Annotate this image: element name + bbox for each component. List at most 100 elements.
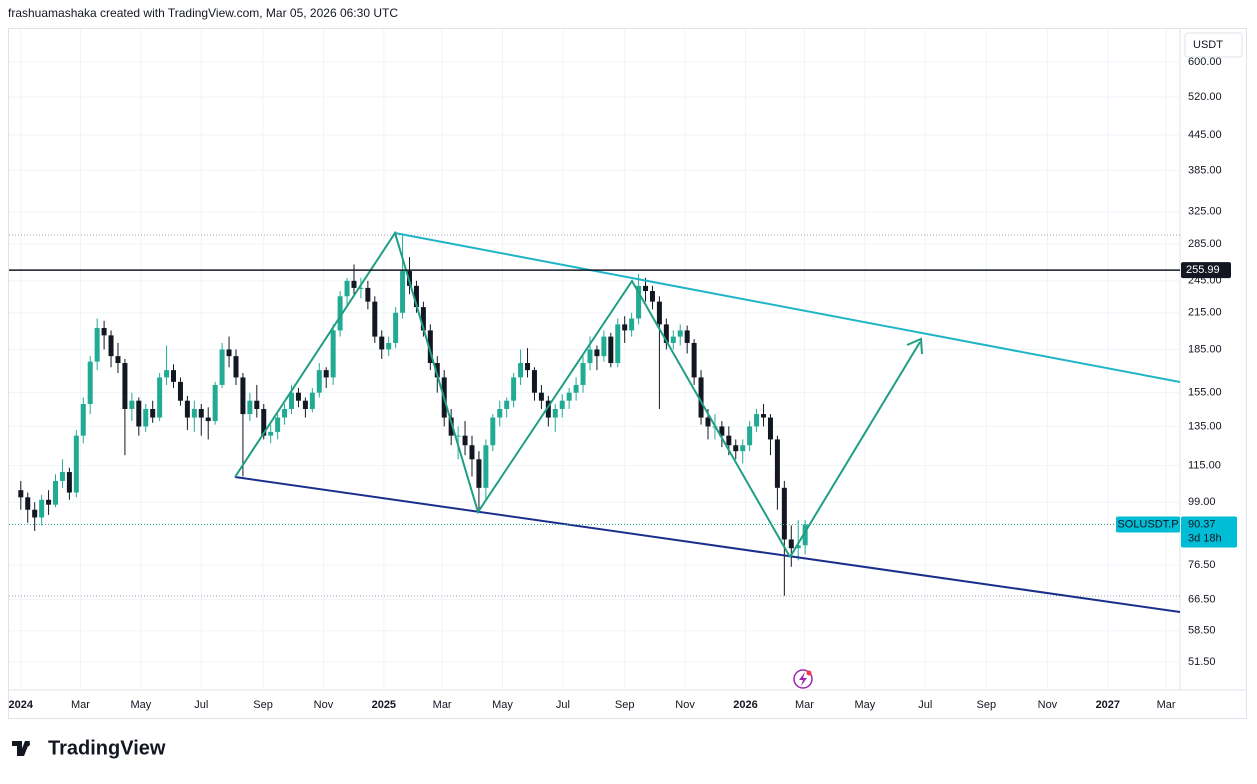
candle-body xyxy=(323,370,329,378)
candle-body xyxy=(670,336,676,343)
y-tick-label: 445.00 xyxy=(1188,129,1222,141)
candle-body xyxy=(608,336,614,364)
candle-body xyxy=(476,459,482,488)
candle-body xyxy=(73,435,79,493)
candle-body xyxy=(636,285,642,319)
lower-trendline xyxy=(234,476,1181,613)
candle-body xyxy=(740,445,746,452)
candle-body xyxy=(733,445,739,452)
overlay: 255.99 SOLUSDT.P 90.37 3d 18h xyxy=(9,262,1237,548)
candle-body xyxy=(32,509,38,518)
candle-body xyxy=(774,439,780,488)
candle-body xyxy=(177,381,183,401)
candle-body xyxy=(573,384,579,393)
y-tick-label: 215.00 xyxy=(1188,307,1222,319)
candle-body xyxy=(656,301,662,325)
countdown: 3d 18h xyxy=(1188,532,1222,544)
candle-body xyxy=(649,291,655,302)
y-tick-label: 51.50 xyxy=(1188,656,1216,668)
candle-body xyxy=(302,400,308,409)
candle-body xyxy=(781,487,787,540)
candle-body xyxy=(94,327,100,362)
candle-body xyxy=(483,445,489,488)
candle-body xyxy=(518,363,524,378)
currency-box[interactable] xyxy=(1184,32,1243,58)
candle-body xyxy=(504,400,510,409)
candle-body xyxy=(497,408,503,418)
candle-body xyxy=(469,445,475,460)
candle-body xyxy=(171,370,177,382)
candle-body xyxy=(386,342,392,350)
candle-body xyxy=(261,408,267,436)
candles xyxy=(18,235,808,596)
x-tick-label: Jul xyxy=(556,699,570,711)
candle-body xyxy=(726,435,732,446)
upper-trendline xyxy=(394,232,1181,383)
y-tick-label: 99.00 xyxy=(1188,496,1216,508)
candle-body xyxy=(559,400,565,409)
y-tick-label: 520.00 xyxy=(1188,91,1222,103)
candle-body xyxy=(372,301,378,337)
y-tick-label: 135.00 xyxy=(1188,420,1222,432)
candle-body xyxy=(643,285,649,292)
candle-body xyxy=(330,330,336,378)
candle-body xyxy=(594,349,600,357)
candle-body xyxy=(462,435,468,446)
candle-body xyxy=(254,400,260,409)
candle-body xyxy=(351,280,357,288)
x-tick-label: Nov xyxy=(314,699,334,711)
candle-body xyxy=(761,414,767,418)
candle-body xyxy=(511,377,517,401)
candle-body xyxy=(157,377,163,418)
candle-body xyxy=(552,408,558,418)
candle-body xyxy=(191,408,197,418)
candle-body xyxy=(698,377,704,418)
candle-body xyxy=(59,472,65,481)
candle-body xyxy=(358,287,364,289)
candle-body xyxy=(101,327,107,336)
candle-body xyxy=(18,490,24,498)
candle-body xyxy=(115,356,121,364)
candle-body xyxy=(344,280,350,297)
x-tick-label: May xyxy=(854,699,875,711)
candle-body xyxy=(122,363,128,409)
candle-body xyxy=(663,324,669,343)
arrow-head xyxy=(906,337,923,355)
candle-body xyxy=(164,370,170,378)
candle-body xyxy=(420,307,426,331)
candle-body xyxy=(282,408,288,418)
candle-body xyxy=(580,363,586,385)
candle-body xyxy=(205,417,211,422)
candle-body xyxy=(455,435,461,437)
zigzag xyxy=(234,230,791,558)
y-tick-label: 76.50 xyxy=(1188,559,1216,571)
candle-body xyxy=(629,318,635,331)
candle-body xyxy=(413,285,419,308)
candle-body xyxy=(719,426,725,436)
candle-body xyxy=(129,400,135,409)
y-tick-label: 115.00 xyxy=(1188,460,1221,472)
x-tick-label: Mar xyxy=(71,699,90,711)
last-price: 90.37 xyxy=(1188,518,1216,530)
x-tick-label: 2025 xyxy=(372,699,396,711)
candle-body xyxy=(795,545,801,549)
x-tick-label: Sep xyxy=(253,699,273,711)
x-tick-label: Nov xyxy=(675,699,695,711)
candle-body xyxy=(615,324,621,364)
y-tick-label: 285.00 xyxy=(1188,238,1222,250)
candle-body xyxy=(788,539,794,549)
candle-body xyxy=(316,370,322,393)
candle-body xyxy=(802,524,808,546)
symbol-label: SOLUSDT.P xyxy=(1117,518,1178,530)
price-line-label: 255.99 xyxy=(1186,264,1220,276)
y-tick-label: 600.00 xyxy=(1188,56,1222,68)
candle-body xyxy=(275,417,281,432)
candle-body xyxy=(684,330,690,343)
candle-body xyxy=(226,349,232,357)
candle-body xyxy=(337,296,343,331)
candle-body xyxy=(46,499,52,505)
event-bolt xyxy=(799,672,807,686)
x-tick-label: Sep xyxy=(615,699,635,711)
candle-body xyxy=(289,392,295,409)
